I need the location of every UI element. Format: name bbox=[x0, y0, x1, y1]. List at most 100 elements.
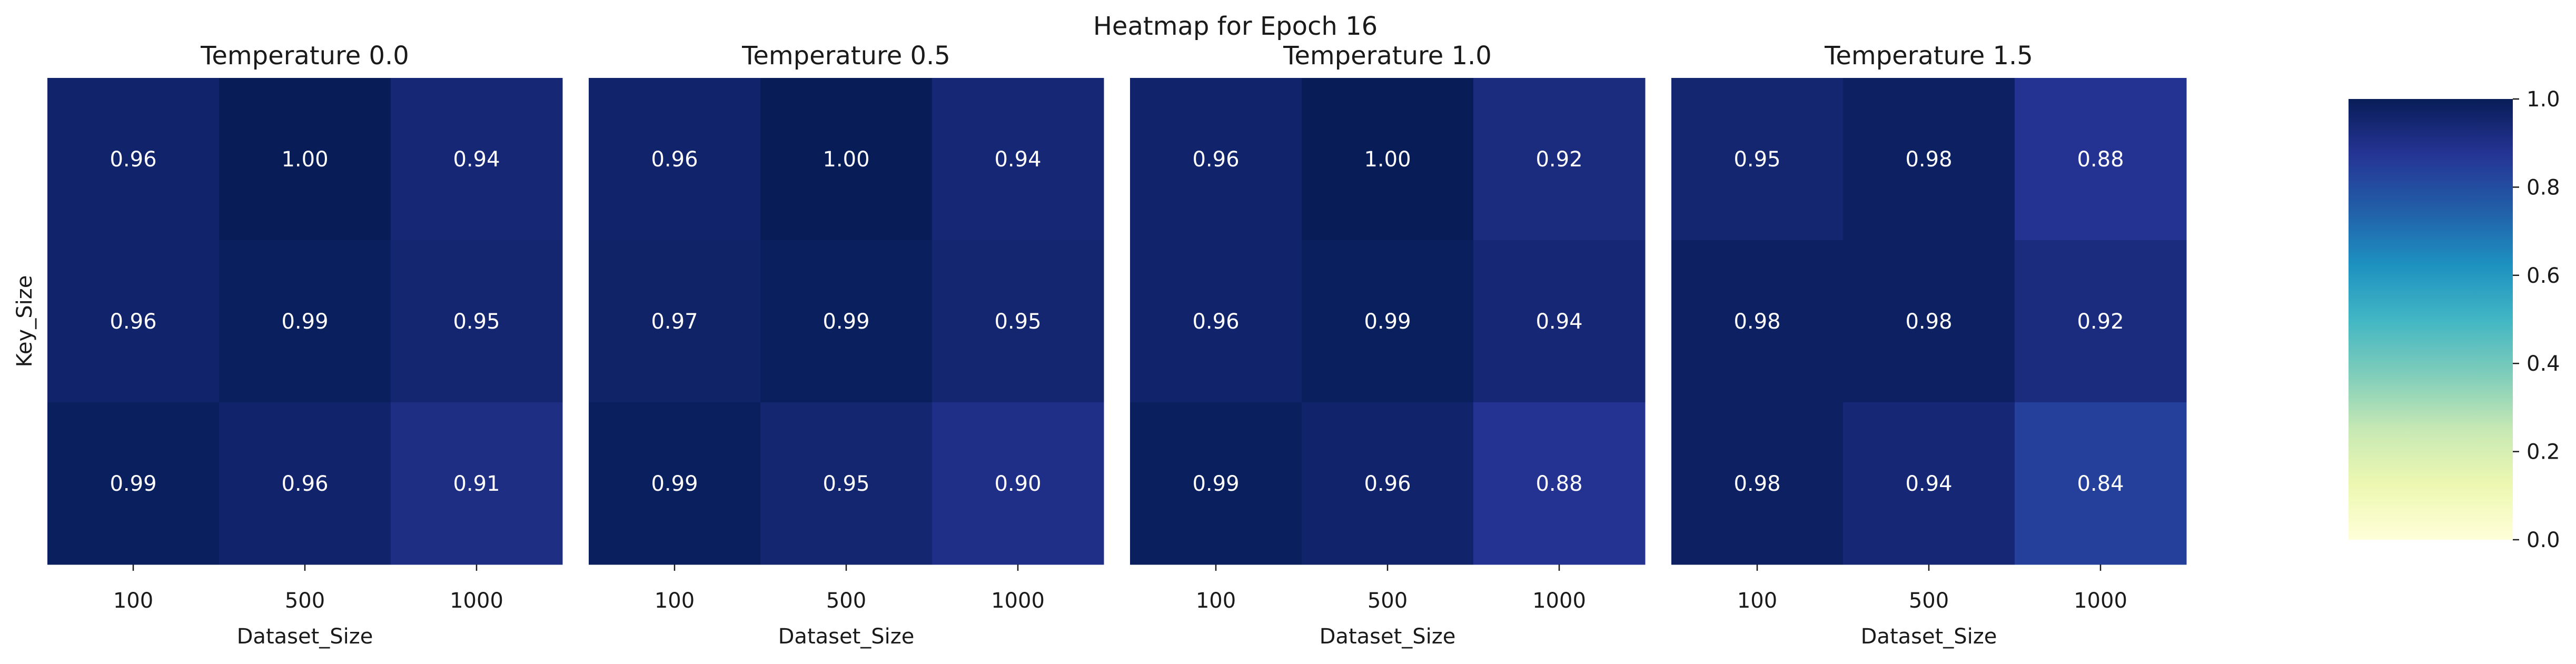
heatmap-cell bbox=[219, 78, 391, 241]
x-axis-label: Dataset_Size bbox=[1861, 625, 1997, 649]
cell-value-label: 0.98 bbox=[1905, 310, 1952, 334]
heatmap-cell bbox=[1473, 78, 1646, 241]
heatmap-cell bbox=[589, 240, 761, 403]
cell-value-label: 0.90 bbox=[994, 472, 1041, 496]
cell-value-label: 0.84 bbox=[2077, 472, 2124, 496]
cell-value-label: 1.00 bbox=[1364, 147, 1411, 172]
x-tick-label: 1000 bbox=[991, 589, 1045, 613]
heatmap-cell bbox=[219, 240, 391, 403]
heatmap-panel-3: Temperature 1.0 0.96 1.00 0.92 0.96 0.99 0.94 0… bbox=[1130, 41, 1646, 649]
heatmap-cell bbox=[391, 240, 563, 403]
x-tick-label: 500 bbox=[285, 589, 325, 613]
heatmap-cell bbox=[47, 240, 220, 403]
colorbar-tick-label: 0.0 bbox=[2527, 528, 2560, 552]
cell-value-label: 0.99 bbox=[1364, 310, 1411, 334]
heatmap-cell bbox=[1130, 240, 1302, 403]
figure-title: Heatmap for Epoch 16 bbox=[1093, 12, 1378, 41]
x-tick-label: 100 bbox=[655, 589, 695, 613]
cell-value-label: 0.95 bbox=[1733, 147, 1780, 172]
heatmap-panel-1: Temperature 0.0 0.96 1.00 0.94 0.96 0.99 0.95 0… bbox=[47, 41, 563, 649]
x-tick-label: 1000 bbox=[2074, 589, 2127, 613]
cell-value-label: 0.96 bbox=[281, 472, 328, 496]
cell-value-label: 0.95 bbox=[823, 472, 869, 496]
x-axis-label: Dataset_Size bbox=[1320, 625, 1456, 649]
heatmap-cell bbox=[1130, 78, 1302, 241]
x-tick-label: 100 bbox=[1737, 589, 1777, 613]
heatmap-cell bbox=[1671, 240, 1844, 403]
cell-value-label: 0.96 bbox=[1364, 472, 1411, 496]
heatmap-cell bbox=[932, 240, 1104, 403]
x-tick-label: 500 bbox=[826, 589, 866, 613]
heatmap-cell bbox=[1843, 240, 2015, 403]
heatmap-cell bbox=[589, 78, 761, 241]
cell-value-label: 0.96 bbox=[110, 310, 156, 334]
heatmap-cell bbox=[932, 78, 1104, 241]
heatmap-cell bbox=[1302, 240, 1474, 403]
colorbar: 0.0 0.2 0.4 0.6 0.8 1.0 bbox=[2349, 87, 2560, 552]
cell-value-label: 0.98 bbox=[1733, 472, 1780, 496]
heatmap-panels: Temperature 0.0 0.96 1.00 0.94 0.96 0.99 0.95 0… bbox=[47, 41, 2187, 649]
cell-value-label: 0.98 bbox=[1733, 310, 1780, 334]
colorbar-tick-label: 0.8 bbox=[2527, 175, 2560, 200]
heatmap-cell bbox=[47, 78, 220, 241]
y-axis-label: Key_Size bbox=[13, 275, 37, 368]
x-tick-label: 500 bbox=[1368, 589, 1408, 613]
heatmap-cell bbox=[1671, 78, 1844, 241]
cell-value-label: 1.00 bbox=[281, 147, 328, 172]
panel-title: Temperature 1.5 bbox=[1824, 41, 2033, 71]
cell-value-label: 0.95 bbox=[453, 310, 500, 334]
heatmap-cell bbox=[1843, 78, 2015, 241]
cell-value-label: 0.96 bbox=[651, 147, 698, 172]
cell-value-label: 0.92 bbox=[1535, 147, 1582, 172]
cell-value-label: 0.94 bbox=[1535, 310, 1582, 334]
cell-value-label: 0.99 bbox=[281, 310, 328, 334]
cell-value-label: 0.97 bbox=[651, 310, 698, 334]
heatmap-cell bbox=[1302, 78, 1474, 241]
cell-value-label: 0.95 bbox=[994, 310, 1041, 334]
colorbar-tick-label: 0.2 bbox=[2527, 440, 2560, 464]
heatmap-cell bbox=[932, 402, 1104, 565]
heatmap-cell bbox=[760, 240, 933, 403]
cell-value-label: 0.99 bbox=[651, 472, 698, 496]
heatmap-cell bbox=[1671, 402, 1844, 565]
heatmap-cell bbox=[1130, 402, 1302, 565]
cell-value-label: 0.96 bbox=[1192, 310, 1239, 334]
heatmap-cell bbox=[589, 402, 761, 565]
x-tick-label: 100 bbox=[1196, 589, 1236, 613]
colorbar-tick-label: 0.6 bbox=[2527, 264, 2560, 288]
heatmap-cell bbox=[1843, 402, 2015, 565]
heatmap-cell bbox=[47, 402, 220, 565]
x-axis-label: Dataset_Size bbox=[778, 625, 915, 649]
heatmap-cell bbox=[391, 402, 563, 565]
heatmap-cell bbox=[2015, 240, 2187, 403]
heatmap-cell bbox=[2015, 78, 2187, 241]
panel-title: Temperature 0.0 bbox=[200, 41, 409, 71]
cell-value-label: 0.88 bbox=[1535, 472, 1582, 496]
heatmap-cell bbox=[391, 78, 563, 241]
colorbar-tick-label: 0.4 bbox=[2527, 352, 2560, 376]
heatmap-cell bbox=[2015, 402, 2187, 565]
panel-title: Temperature 1.0 bbox=[1283, 41, 1492, 71]
cell-value-label: 0.94 bbox=[1905, 472, 1952, 496]
heatmap-panel-2: Temperature 0.5 0.96 1.00 0.94 0.97 0.99 0.95 0… bbox=[589, 41, 1104, 649]
x-axis-label: Dataset_Size bbox=[237, 625, 373, 649]
cell-value-label: 0.99 bbox=[823, 310, 869, 334]
x-tick-label: 500 bbox=[1909, 589, 1949, 613]
cell-value-label: 0.94 bbox=[994, 147, 1041, 172]
panel-title: Temperature 0.5 bbox=[741, 41, 950, 71]
cell-value-label: 1.00 bbox=[823, 147, 869, 172]
x-tick-label: 100 bbox=[113, 589, 153, 613]
cell-value-label: 0.96 bbox=[110, 147, 156, 172]
heatmap-cell bbox=[219, 402, 391, 565]
cell-value-label: 0.99 bbox=[110, 472, 156, 496]
cell-value-label: 0.94 bbox=[453, 147, 500, 172]
heatmap-cell bbox=[760, 402, 933, 565]
heatmap-cell bbox=[1473, 402, 1646, 565]
heatmap-cell bbox=[760, 78, 933, 241]
cell-value-label: 0.98 bbox=[1905, 147, 1952, 172]
heatmap-panel-4: Temperature 1.5 0.95 0.98 0.88 0.98 0.98 0.92 0… bbox=[1671, 41, 2187, 649]
cell-value-label: 0.99 bbox=[1192, 472, 1239, 496]
colorbar-gradient bbox=[2349, 99, 2513, 540]
cell-value-label: 0.88 bbox=[2077, 147, 2124, 172]
